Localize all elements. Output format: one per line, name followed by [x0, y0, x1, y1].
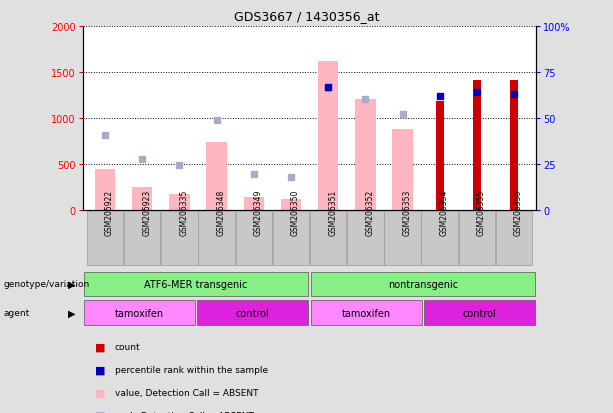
Text: ■: ■ — [95, 410, 105, 413]
Bar — [132, 188, 153, 211]
Text: genotype/variation: genotype/variation — [3, 280, 89, 288]
Bar — [84, 272, 308, 296]
Bar — [311, 272, 535, 296]
Bar — [355, 100, 376, 211]
Bar — [87, 211, 123, 266]
Text: tamoxifen: tamoxifen — [115, 308, 164, 318]
Text: GSM206354: GSM206354 — [440, 189, 449, 235]
Bar — [347, 211, 384, 266]
Text: GSM206348: GSM206348 — [216, 189, 226, 235]
Bar — [235, 211, 272, 266]
Bar — [84, 301, 195, 325]
Bar — [281, 199, 301, 211]
Text: ATF6-MER transgenic: ATF6-MER transgenic — [145, 279, 248, 289]
Text: value, Detection Call = ABSENT: value, Detection Call = ABSENT — [115, 388, 258, 397]
Text: percentile rank within the sample: percentile rank within the sample — [115, 365, 268, 374]
Bar — [459, 211, 495, 266]
Text: GSM206350: GSM206350 — [291, 189, 300, 235]
Bar — [207, 142, 227, 211]
Text: ▶: ▶ — [68, 308, 75, 318]
Bar — [311, 301, 422, 325]
Text: ■: ■ — [95, 387, 105, 397]
Bar — [124, 211, 161, 266]
Bar — [436, 102, 444, 211]
Bar — [169, 194, 189, 211]
Text: GSM206356: GSM206356 — [514, 189, 523, 235]
Bar — [422, 211, 458, 266]
Text: tamoxifen: tamoxifen — [341, 308, 391, 318]
Text: ■: ■ — [95, 365, 105, 375]
Bar — [496, 211, 532, 266]
Bar — [318, 62, 338, 211]
Text: GDS3667 / 1430356_at: GDS3667 / 1430356_at — [234, 10, 379, 23]
Bar — [510, 81, 518, 211]
Text: GSM205923: GSM205923 — [142, 189, 151, 235]
Text: GSM206353: GSM206353 — [403, 189, 411, 235]
Bar — [199, 211, 235, 266]
Text: GSM206351: GSM206351 — [328, 189, 337, 235]
Text: control: control — [463, 308, 497, 318]
Text: GSM206355: GSM206355 — [477, 189, 486, 235]
Text: ■: ■ — [95, 342, 105, 352]
Text: GSM206352: GSM206352 — [365, 189, 375, 235]
Text: rank, Detection Call = ABSENT: rank, Detection Call = ABSENT — [115, 411, 254, 413]
Bar — [424, 301, 535, 325]
Text: GSM206335: GSM206335 — [180, 189, 188, 235]
Text: ▶: ▶ — [68, 279, 75, 289]
Text: agent: agent — [3, 309, 29, 317]
Text: control: control — [236, 308, 270, 318]
Bar — [243, 197, 264, 211]
Bar — [95, 169, 115, 211]
Text: GSM206349: GSM206349 — [254, 189, 263, 235]
Bar — [161, 211, 197, 266]
Bar — [310, 211, 346, 266]
Bar — [384, 211, 421, 266]
Bar — [197, 301, 308, 325]
Bar — [473, 81, 481, 211]
Text: nontransgenic: nontransgenic — [388, 279, 458, 289]
Text: GSM205922: GSM205922 — [105, 189, 114, 235]
Bar — [273, 211, 309, 266]
Bar — [392, 130, 413, 211]
Text: count: count — [115, 342, 140, 351]
